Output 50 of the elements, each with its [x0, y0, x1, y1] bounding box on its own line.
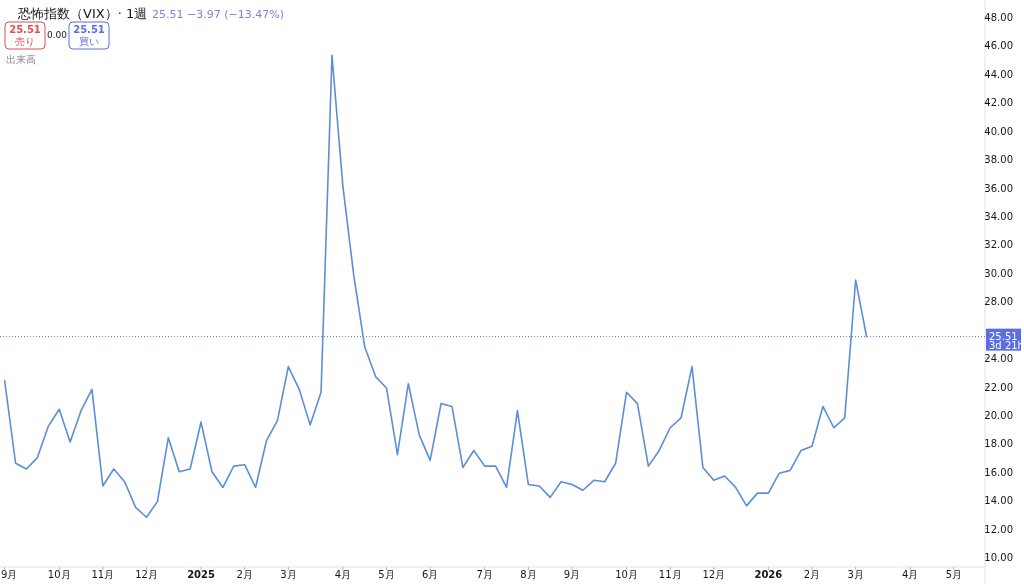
y-tick-label: 22.00	[984, 381, 1013, 393]
line-series	[3, 54, 868, 519]
annotation: 25.51	[9, 24, 41, 35]
x-tick-label: 10月	[615, 569, 638, 580]
y-tick-label: 44.00	[984, 68, 1013, 80]
x-tick-label: 4月	[902, 569, 919, 580]
x-tick-label: 2026	[754, 569, 783, 580]
x-tick-label: 9月	[1, 569, 18, 580]
ref-line-label: 25.51	[989, 330, 1018, 342]
y-tick-label: 34.00	[984, 211, 1013, 222]
x-tick-label: 5月	[945, 569, 963, 580]
x-tick-label: 7月	[476, 569, 493, 580]
y-tick-label: 46.00	[984, 40, 1013, 52]
annotation: 25.51 −3.97 (−13.47%)	[152, 8, 284, 21]
y-tick-label: 38.00	[984, 154, 1013, 166]
y-tick-label: 48.00	[984, 12, 1013, 24]
y-tick-label: 32.00	[984, 239, 1013, 251]
y-tick-label: 42.00	[984, 97, 1013, 109]
x-tick-label: 5月	[378, 569, 395, 580]
y-tick-label: 14.00	[984, 495, 1013, 507]
y-tick-label: 16.00	[984, 466, 1013, 478]
x-tick-label: 12月	[702, 569, 726, 580]
x-tick-label: 11月	[91, 569, 115, 580]
text: 恐怖指数（VIX）· 1週	[17, 6, 148, 21]
x-tick-label: 6月	[421, 569, 439, 580]
x-tick-label: 2月	[803, 569, 821, 580]
x-tick-label: 2月	[236, 569, 253, 580]
y-tick-label: 18.00	[984, 438, 1013, 450]
y-tick-label: 36.00	[984, 182, 1013, 194]
y-tick-label: 30.00	[984, 267, 1013, 279]
y-tick-label: 28.00	[984, 296, 1013, 308]
x-tick-label: 11月	[658, 569, 682, 580]
x-tick-label: 4月	[334, 569, 352, 580]
y-tick-label: 40.00	[984, 125, 1013, 137]
x-tick-label: 3月	[280, 569, 297, 580]
y-tick-label: 10.00	[984, 552, 1013, 564]
annotation: 出来高	[6, 54, 36, 65]
x-tick-label: 8月	[520, 569, 537, 580]
x-tick-label: 9月	[563, 569, 581, 580]
x-tick-label: 2025	[187, 569, 215, 580]
x-tick-label: 3月	[847, 569, 864, 580]
annotation: 25.51	[73, 24, 105, 35]
y-tick-label: 20.00	[984, 409, 1013, 421]
x-tick-label: 10月	[47, 569, 71, 580]
y-tick-label: 12.00	[984, 523, 1013, 535]
annotation: 0.00	[46, 30, 68, 40]
annotation: 売り	[15, 36, 35, 47]
x-tick-label: 12月	[135, 569, 158, 580]
y-tick-label: 24.00	[984, 353, 1013, 365]
annotation: 買い	[79, 36, 99, 47]
